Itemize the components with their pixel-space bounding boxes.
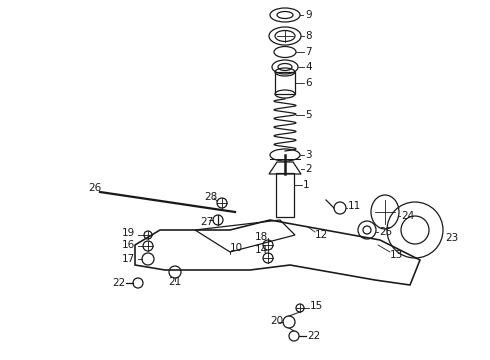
Text: 22: 22 [307, 331, 320, 341]
Text: 24: 24 [401, 211, 414, 221]
Text: 2: 2 [305, 164, 312, 174]
Text: 13: 13 [390, 250, 403, 260]
Text: 4: 4 [305, 62, 312, 72]
Text: 20: 20 [270, 316, 283, 326]
Text: 8: 8 [305, 31, 312, 41]
Text: 6: 6 [305, 78, 312, 88]
Text: 28: 28 [204, 192, 217, 202]
Text: 10: 10 [230, 243, 243, 253]
Text: 16: 16 [122, 240, 135, 250]
Text: 23: 23 [445, 233, 458, 243]
Text: 5: 5 [305, 110, 312, 120]
Text: 11: 11 [348, 201, 361, 211]
Bar [275, 72, 295, 94]
Text: 27: 27 [200, 217, 213, 227]
Bar [276, 173, 294, 217]
Text: 19: 19 [122, 228, 135, 238]
Text: 21: 21 [168, 277, 181, 287]
Text: 7: 7 [305, 47, 312, 57]
Text: 1: 1 [303, 180, 310, 190]
Text: 14: 14 [255, 245, 268, 255]
Text: 3: 3 [305, 150, 312, 160]
Text: 9: 9 [305, 10, 312, 20]
Text: 26: 26 [88, 183, 101, 193]
Text: 12: 12 [315, 230, 328, 240]
Text: 17: 17 [122, 254, 135, 264]
Text: 22: 22 [112, 278, 125, 288]
Text: 18: 18 [255, 232, 268, 242]
Text: 25: 25 [379, 227, 392, 237]
Text: 15: 15 [310, 301, 323, 311]
